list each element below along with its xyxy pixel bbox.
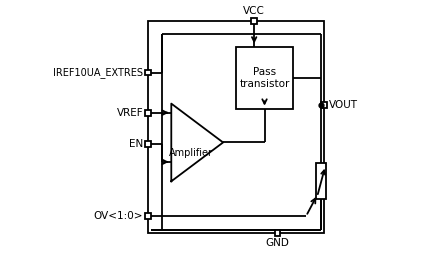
Bar <box>145 70 151 75</box>
Bar <box>148 21 324 233</box>
Text: VCC: VCC <box>243 6 265 16</box>
Bar <box>145 213 151 219</box>
Bar <box>321 102 327 108</box>
Text: Pass
transistor: Pass transistor <box>239 67 290 89</box>
Text: IREF10UA_EXTRES: IREF10UA_EXTRES <box>53 67 143 78</box>
Text: Amplifier: Amplifier <box>169 148 213 158</box>
Bar <box>236 47 293 109</box>
Text: VOUT: VOUT <box>329 100 358 110</box>
Text: OV<1:0>: OV<1:0> <box>93 211 143 221</box>
Bar <box>251 18 257 24</box>
Bar <box>275 230 280 236</box>
Bar <box>316 163 326 199</box>
Text: VREF: VREF <box>116 108 143 118</box>
Bar <box>145 141 151 147</box>
Bar <box>145 110 151 116</box>
Text: EN: EN <box>129 139 143 149</box>
Text: GND: GND <box>265 238 289 248</box>
